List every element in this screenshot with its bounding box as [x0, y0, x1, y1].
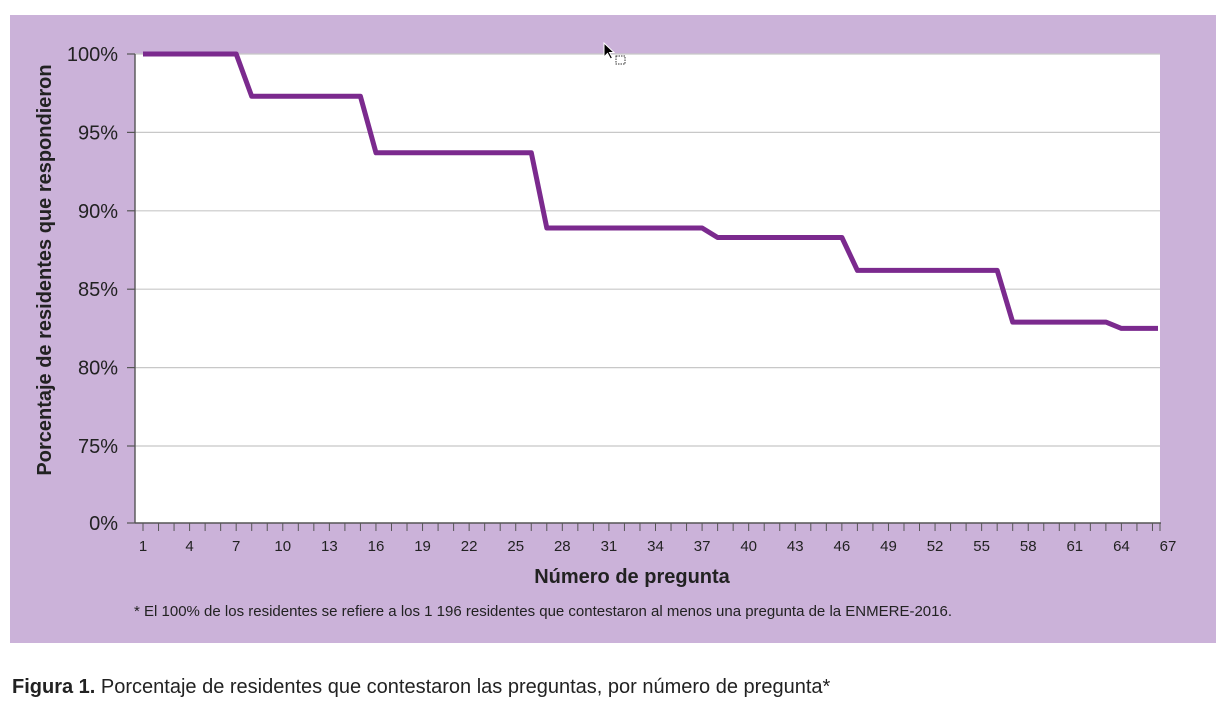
axes: [127, 53, 1161, 531]
line-chart: 0% 75% 80% 85% 90% 95% 100% 1 4 7 10 13 16 19 22 25 28 31…: [34, 44, 1177, 588]
x-tick-label: 55: [973, 538, 990, 555]
x-tick-label: 25: [507, 538, 524, 555]
y-tick-label: 85%: [78, 279, 118, 301]
x-tick-label: 58: [1020, 538, 1037, 555]
caption-text: Porcentaje de residentes que contestaron…: [95, 676, 831, 698]
x-tick-label: 37: [694, 538, 711, 555]
x-tick-label: 4: [185, 538, 193, 555]
y-tick-label: 80%: [78, 358, 118, 380]
x-tick-label: 31: [601, 538, 618, 555]
plot-area: [135, 54, 1160, 523]
x-tick-label: 34: [647, 538, 664, 555]
x-tick-label: 52: [927, 538, 944, 555]
series-layer: [143, 51, 1158, 331]
footnote: * El 100% de los residentes se refiere a…: [134, 603, 952, 620]
caption-label: Figura 1.: [12, 676, 96, 698]
y-tick-label: 75%: [78, 436, 118, 458]
gridlines: [135, 53, 1160, 447]
x-tick-label: 28: [554, 538, 571, 555]
x-tick-label: 49: [880, 538, 897, 555]
x-tick-label: 64: [1113, 538, 1130, 555]
x-tick-label: 19: [414, 538, 431, 555]
mouse-cursor-icon: [603, 42, 626, 65]
x-tick-label: 46: [834, 538, 851, 555]
x-tick-label: 1: [139, 538, 147, 555]
series-line: [143, 51, 1158, 331]
x-tick-label: 10: [274, 538, 291, 555]
figure-caption: Figura 1. Porcentaje de residentes que c…: [12, 676, 830, 699]
y-tick-label: 95%: [78, 122, 118, 144]
y-tick-label: 0%: [89, 513, 118, 535]
x-axis-title: Número de pregunta: [534, 566, 730, 588]
x-tick-label: 40: [740, 538, 757, 555]
x-tick-label: 13: [321, 538, 338, 555]
x-tick-label: 16: [368, 538, 385, 555]
x-tick-label: 43: [787, 538, 804, 555]
y-tick-label: 90%: [78, 201, 118, 223]
x-tick-label: 22: [461, 538, 478, 555]
y-axis-title: Porcentaje de residentes que respondiero…: [34, 64, 56, 475]
x-tick-label: 67: [1160, 538, 1177, 555]
y-tick-label: 100%: [67, 44, 118, 66]
tick-labels: 0% 75% 80% 85% 90% 95% 100% 1 4 7 10 13 16 19 22 25 28 31…: [67, 44, 1177, 555]
x-tick-label: 7: [232, 538, 240, 555]
x-tick-label: 61: [1066, 538, 1083, 555]
figure-panel: 0% 75% 80% 85% 90% 95% 100% 1 4 7 10 13 16 19 22 25 28 31…: [10, 15, 1216, 643]
